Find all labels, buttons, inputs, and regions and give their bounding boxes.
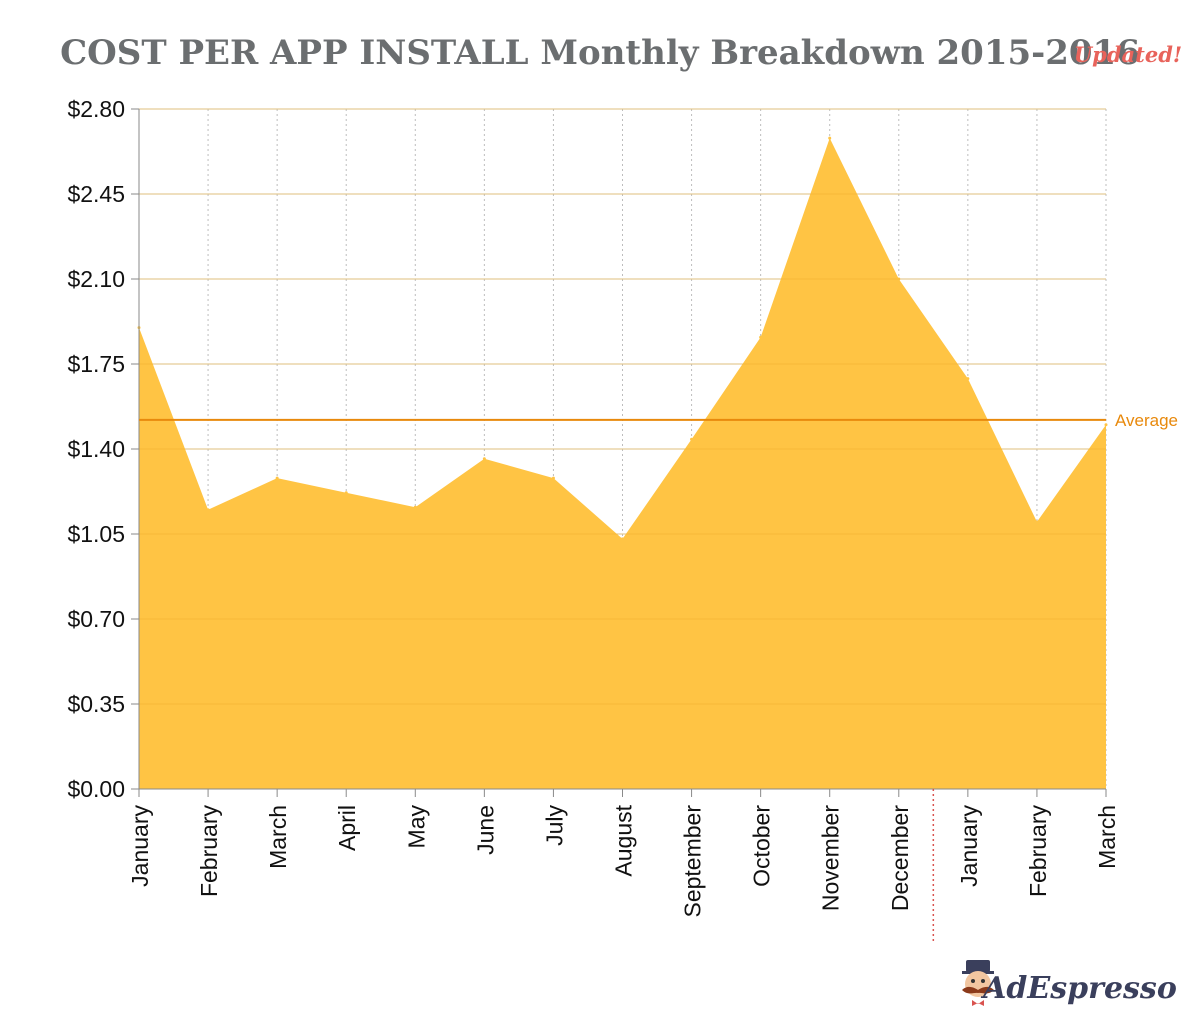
area-layer	[137, 136, 1108, 790]
y-tick-label: $0.00	[67, 776, 125, 802]
x-tick-label: April	[334, 805, 360, 851]
x-tick-label: June	[472, 805, 498, 855]
x-tick-label: January	[127, 805, 153, 887]
branding: AdEspresso	[962, 960, 1177, 1006]
y-tick-label: $2.10	[67, 266, 125, 292]
y-tick-label: $2.80	[67, 96, 125, 122]
x-tick-label: January	[956, 805, 982, 887]
data-point	[690, 437, 694, 441]
x-tick-label: August	[611, 804, 637, 876]
y-tick-label: $0.70	[67, 606, 125, 632]
x-tick-label: February	[196, 805, 222, 898]
x-tick-label: March	[1094, 805, 1120, 869]
y-tick-label: $0.35	[67, 691, 125, 717]
data-point	[621, 537, 624, 541]
x-tick-label: October	[749, 805, 775, 887]
data-point	[275, 476, 279, 480]
mustache-mascot-icon	[962, 960, 994, 1006]
x-tick-label: September	[680, 805, 706, 918]
chart-title: COST PER APP INSTALL Monthly Breakdown 2…	[60, 33, 1140, 73]
x-tick-label: December	[887, 805, 913, 911]
hgrid-over-layer	[139, 108, 1106, 705]
data-point	[1104, 423, 1108, 427]
x-tick-labels: January February March April May June July Augu…	[127, 804, 1120, 917]
series-area	[139, 138, 1106, 790]
axis-layer	[131, 108, 1107, 941]
data-point	[1035, 520, 1039, 524]
y-tick-labels: $0.00 $0.35 $0.70 $1.05 $1.40 $1.75 $2.10 $2.45…	[67, 96, 125, 802]
x-tick-label: November	[818, 805, 844, 911]
updated-badge: Updated!	[1074, 42, 1182, 67]
y-tick-label: $1.05	[67, 521, 125, 547]
data-point	[206, 508, 210, 512]
data-point	[413, 505, 417, 509]
average-label: Average	[1115, 411, 1178, 430]
data-point	[828, 136, 832, 140]
x-tick-label: July	[541, 805, 567, 846]
y-tick-label: $2.45	[67, 181, 125, 207]
y-tick-label: $1.75	[67, 351, 125, 377]
data-point	[966, 377, 970, 381]
data-point	[344, 491, 348, 495]
x-tick-label: May	[403, 805, 429, 849]
data-point	[551, 476, 555, 480]
data-point	[482, 457, 486, 461]
average-layer: Average	[139, 411, 1178, 430]
x-tick-label: March	[265, 805, 291, 869]
brand-logo-text: AdEspresso	[980, 971, 1177, 1006]
data-point	[759, 335, 763, 339]
y-tick-label: $1.40	[67, 436, 125, 462]
x-tick-label: February	[1025, 805, 1051, 898]
